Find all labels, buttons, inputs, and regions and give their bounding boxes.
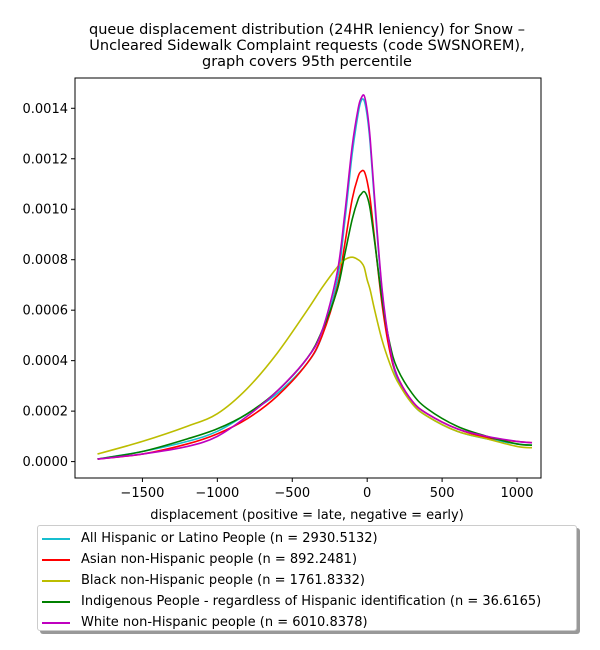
legend-swatch [42,559,70,561]
legend-item: Black non-Hispanic people (n = 1761.8332… [38,570,576,591]
legend-swatch [42,622,70,624]
x-tick-label: −1000 [195,486,239,501]
series-lines [97,94,533,460]
x-tick-label: −1500 [120,486,164,501]
x-tick-label: −500 [274,486,310,501]
legend-item: White non-Hispanic people (n = 6010.8378… [38,612,576,633]
y-tick-label: 0.0002 [23,405,69,420]
legend: All Hispanic or Latino People (n = 2930.… [37,525,577,631]
y-tick-label: 0.0004 [23,354,69,369]
legend-item: Asian non-Hispanic people (n = 892.2481) [38,549,576,570]
legend-label: All Hispanic or Latino People (n = 2930.… [81,531,378,546]
x-tick-label: 1000 [500,486,533,501]
y-axis: 0.0000 0.0002 0.0004 0.0006 0.0008 0.0010 0.00… [23,102,75,470]
legend-label: White non-Hispanic people (n = 6010.8378… [81,615,368,630]
y-tick-label: 0.0000 [23,455,69,470]
y-tick-label: 0.0014 [23,102,69,117]
chart-title-line: Uncleared Sidewalk Complaint requests (c… [89,38,524,54]
x-axis: −1500 −1000 −500 0 500 1000 [120,478,534,501]
plot-frame [74,77,542,479]
chart-title-line: graph covers 95th percentile [202,54,412,70]
chart-title: queue displacement distribution (24HR le… [89,22,525,70]
legend-item: Indigenous People - regardless of Hispan… [38,591,576,612]
y-tick-label: 0.0012 [23,152,69,167]
legend-label: Black non-Hispanic people (n = 1761.8332… [81,573,365,588]
legend-label: Indigenous People - regardless of Hispan… [81,594,542,609]
legend-label: Asian non-Hispanic people (n = 892.2481) [81,552,358,567]
x-tick-label: 0 [363,486,371,501]
legend-swatch [42,580,70,582]
y-tick-label: 0.0006 [23,304,69,319]
y-tick-label: 0.0008 [23,253,69,268]
series-line-2 [97,256,533,455]
legend-swatch [42,601,70,603]
legend-swatch [42,538,70,540]
x-tick-label: 500 [430,486,455,501]
series-line-4 [97,94,533,460]
chart-title-line: queue displacement distribution (24HR le… [89,22,525,38]
x-axis-label: displacement (positive = late, negative … [150,508,464,523]
series-line-3 [97,190,533,460]
y-tick-label: 0.0010 [23,203,69,218]
legend-item: All Hispanic or Latino People (n = 2930.… [38,528,576,549]
plot-area [74,77,542,479]
